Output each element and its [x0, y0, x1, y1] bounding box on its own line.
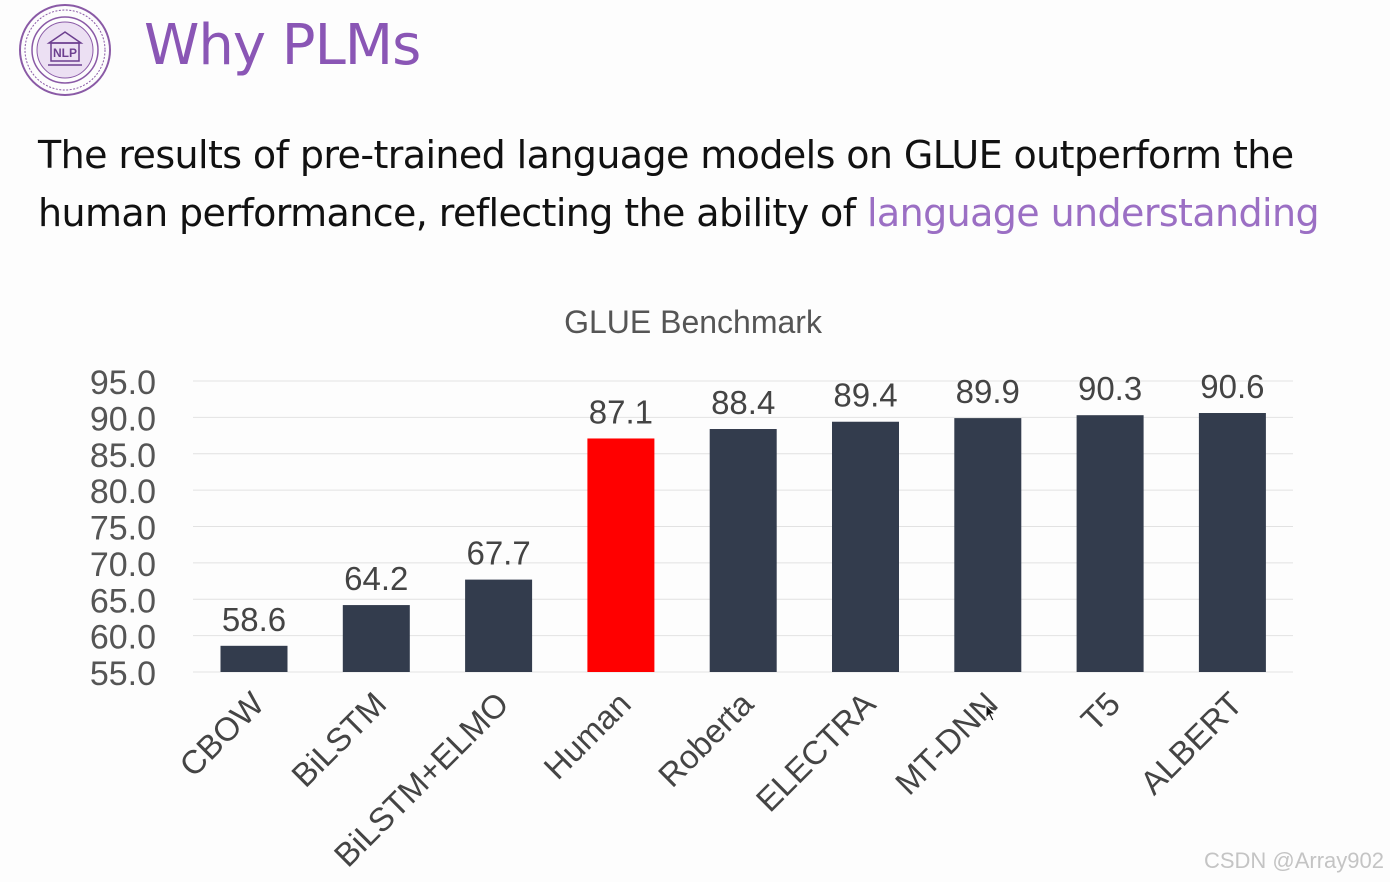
chart-title: GLUE Benchmark [564, 304, 823, 340]
y-tick-label: 55.0 [90, 655, 156, 693]
bar-human [587, 438, 655, 672]
data-label: 67.7 [466, 535, 530, 572]
data-label: 58.6 [222, 601, 286, 638]
x-tick-label: Human [536, 685, 637, 786]
bar-albert [1198, 413, 1266, 672]
data-label: 90.3 [1078, 370, 1142, 407]
x-tick-label: T5 [1074, 685, 1127, 738]
bar-mt-dnn [954, 418, 1022, 672]
x-tick-label: BiLSTM [284, 685, 393, 794]
y-tick-label: 75.0 [90, 510, 156, 548]
y-tick-label: 80.0 [90, 473, 156, 511]
data-label: 64.2 [344, 560, 408, 597]
subtitle-highlight: language understanding [866, 191, 1320, 235]
subtitle-line-1: The results of pre-trained language mode… [38, 133, 1294, 177]
nlp-lab-logo: NLP [19, 4, 111, 96]
bar-bilstm [342, 605, 410, 672]
data-label: 88.4 [711, 384, 775, 421]
data-label: 89.4 [833, 377, 897, 414]
data-label: 87.1 [589, 393, 653, 430]
y-tick-label: 70.0 [90, 546, 156, 584]
subtitle-line-2: human performance, reflecting the abilit… [38, 184, 1390, 242]
bar-bilstm-elmo [465, 579, 533, 672]
x-tick-label: Roberta [651, 684, 761, 794]
data-label: 89.9 [956, 373, 1020, 410]
x-tick-label: ELECTRA [749, 685, 883, 819]
y-tick-label: 65.0 [90, 582, 156, 620]
data-label: 90.6 [1200, 368, 1264, 405]
y-tick-label: 60.0 [90, 619, 156, 657]
x-tick-label: CBOW [172, 684, 271, 783]
bar-electra [832, 421, 899, 672]
data-labels: 58.6 64.2 67.7 87.1 88.4 89.4 89.9 90.3 90.6 [222, 368, 1265, 638]
bar-t5 [1076, 415, 1144, 672]
x-tick-label: ALBERT [1133, 685, 1250, 802]
mouse-cursor-icon [985, 704, 997, 722]
subtitle-line-2-text: human performance, reflecting the abilit… [38, 191, 867, 235]
y-axis-tick-labels: 55.060.065.070.075.080.085.090.095.0 [90, 364, 156, 693]
watermark: CSDN @Array902 [1203, 848, 1384, 873]
bars [220, 413, 1266, 672]
bar-cbow [220, 645, 288, 672]
y-tick-label: 90.0 [90, 400, 156, 438]
slide-title: Why PLMs [144, 13, 421, 78]
y-tick-label: 95.0 [90, 364, 156, 402]
bar-roberta [709, 429, 777, 672]
logo-text: NLP [53, 46, 77, 60]
subtitle: The results of pre-trained language mode… [38, 126, 1390, 242]
x-tick-label: MT-DNN [888, 685, 1005, 802]
y-tick-label: 85.0 [90, 437, 156, 475]
